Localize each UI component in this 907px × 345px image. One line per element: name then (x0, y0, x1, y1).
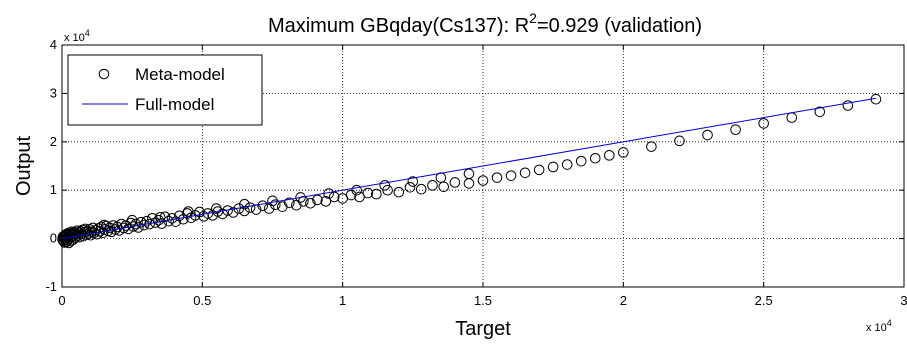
data-point (491, 172, 503, 183)
data-point (183, 206, 194, 217)
data-point (533, 164, 545, 176)
x-tick-label: 1 (339, 293, 346, 308)
data-point (354, 191, 365, 203)
data-point (379, 180, 391, 191)
data-point (814, 106, 826, 118)
data-point (141, 215, 153, 227)
y-tick-label: 1 (50, 182, 57, 197)
x-tick-label: 1.5 (474, 293, 492, 308)
data-point (166, 212, 178, 224)
data-point (371, 188, 382, 200)
x-tick-label: 0.5 (193, 293, 211, 308)
title-superscript: 2 (529, 10, 537, 26)
y-tick-label: 2 (50, 134, 57, 149)
legend-marker-meta-model (98, 68, 110, 80)
full-model-line (61, 97, 877, 240)
data-point (98, 219, 110, 231)
plot-border (61, 44, 905, 288)
y-tick-label: 0 (50, 231, 57, 246)
title-suffix: =0.929 (validation) (537, 15, 702, 37)
data-point (589, 152, 601, 164)
legend-label-meta-model: Meta-model (135, 65, 225, 84)
data-point (170, 216, 181, 227)
data-point (604, 150, 615, 161)
data-point (174, 210, 185, 222)
data-point (415, 183, 427, 195)
data-point (575, 155, 587, 167)
y-tick-label: 3 (50, 85, 57, 100)
legend: Meta-model Full-model (67, 54, 263, 126)
data-point (842, 100, 854, 111)
data-point (156, 218, 167, 229)
data-point (312, 194, 323, 206)
y-tick-label: -1 (45, 279, 57, 294)
legend-box (67, 54, 263, 126)
data-point (295, 192, 306, 203)
legend-label-full-model: Full-model (135, 95, 214, 114)
data-point (519, 167, 531, 179)
data-point (257, 200, 268, 211)
y-tick-label: 4 (50, 37, 57, 52)
data-point (758, 118, 769, 129)
data-point (702, 129, 713, 141)
data-point (449, 177, 461, 188)
data-point (674, 135, 685, 147)
y-multiplier: x 104 (64, 28, 90, 44)
data-point (153, 214, 164, 226)
data-point (284, 197, 295, 209)
title-prefix: Maximum GBqday(Cs137): R (268, 15, 529, 37)
x-tick-label: 0 (58, 293, 65, 308)
data-point (110, 224, 121, 235)
data-point (561, 159, 573, 170)
data-point (133, 222, 144, 233)
data-point (244, 202, 256, 213)
data-point (177, 213, 189, 225)
x-axis-label: Target (455, 318, 511, 340)
data-point (407, 176, 419, 187)
data-point (328, 191, 340, 203)
data-point (362, 187, 374, 199)
data-point (646, 141, 657, 152)
data-point (227, 207, 239, 218)
data-point (239, 205, 250, 217)
data-point (267, 195, 278, 207)
data-point (427, 180, 438, 191)
data-point (239, 198, 250, 210)
chart-title: Maximum GBqday(Cs137): R2=0.929 (validat… (268, 10, 702, 37)
x-tick-label: 2 (620, 293, 627, 308)
data-point (126, 214, 138, 226)
x-multiplier: x 104 (866, 318, 892, 334)
data-point (505, 170, 517, 181)
full-model-fit-line (61, 97, 877, 240)
x-tick-label: 3 (900, 293, 907, 308)
data-point (730, 124, 741, 135)
data-point (351, 184, 363, 196)
data-point (320, 196, 332, 207)
data-point (130, 218, 142, 230)
x-tick-label: 2.5 (755, 293, 773, 308)
data-point (463, 168, 475, 180)
y-axis-label: Output (13, 136, 35, 196)
data-point (404, 181, 416, 193)
data-point (618, 147, 629, 158)
data-point (127, 221, 139, 232)
meta-model-points (57, 93, 882, 249)
data-point (477, 175, 489, 186)
data-point (547, 161, 559, 173)
data-point (202, 208, 214, 219)
data-point (305, 197, 316, 209)
data-point (122, 223, 134, 235)
data-point (211, 203, 222, 214)
data-point (393, 186, 405, 198)
